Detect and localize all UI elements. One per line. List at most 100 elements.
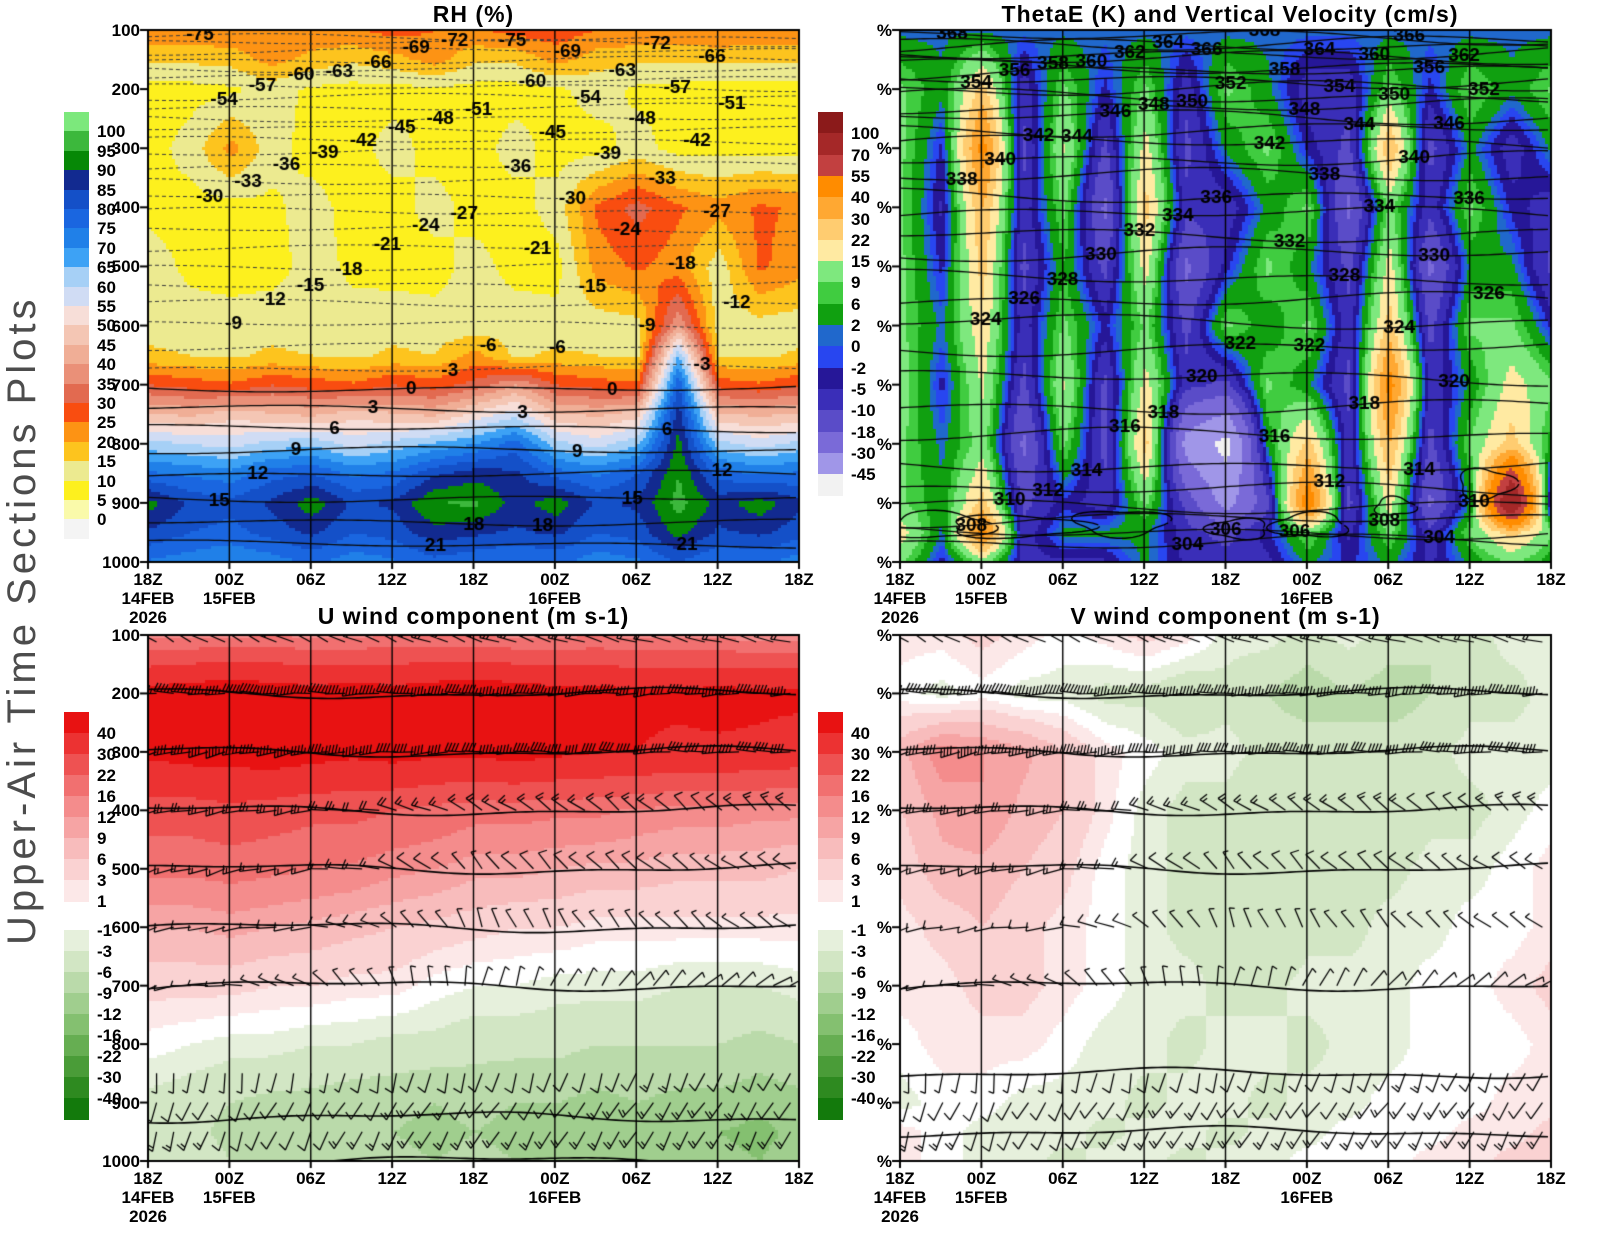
uwind-x-tick-label: 00Z — [540, 1169, 570, 1188]
thetae-colorbar-swatch — [818, 367, 843, 390]
uwind-plot-canvas — [134, 621, 813, 1175]
uwind-colorbar-swatch — [64, 880, 89, 902]
uwind-colorbar-label: -30 — [97, 1068, 122, 1087]
vwind-x-tick-label: 06Z — [1373, 1169, 1403, 1188]
vwind-colorbar-swatch — [818, 993, 843, 1015]
thetae-colorbar-swatch — [818, 218, 843, 241]
rh-colorbar-label: 65 — [97, 258, 116, 278]
uwind-colorbar-label: -3 — [97, 942, 113, 961]
thetae-colorbar-swatch — [818, 388, 843, 411]
thetae-colorbar-label: 70 — [851, 145, 870, 165]
vwind-colorbar-swatch — [818, 1035, 843, 1057]
thetae-colorbar-swatch — [818, 239, 843, 262]
vwind-x-tick-label: 18Z — [1210, 1169, 1241, 1188]
uwind-y-tick-label: 300 — [111, 742, 140, 762]
thetae-colorbar-label: 40 — [851, 188, 870, 208]
vwind-y-tick-label: % — [876, 1152, 892, 1171]
uwind-y-tick-label: 800 — [111, 1035, 140, 1055]
vwind-colorbar-swatch — [818, 754, 843, 776]
rh-colorbar-label: 60 — [97, 277, 116, 297]
vwind-y-tick-label: % — [876, 859, 892, 879]
rh-colorbar-label: 80 — [97, 200, 116, 219]
thetae-colorbar-label: -10 — [851, 401, 876, 421]
thetae-colorbar-label: 55 — [851, 166, 870, 186]
rh-colorbar-label: 95 — [97, 141, 116, 161]
thetae-y-tick-label: % — [876, 21, 892, 40]
vwind-colorbar-swatch — [818, 712, 843, 734]
thetae-y-tick-label: % — [876, 434, 892, 454]
vwind-y-tick-label: % — [876, 742, 892, 762]
vwind-x-tick-label: 00Z — [1292, 1169, 1322, 1188]
rh-colorbar-swatch — [64, 519, 89, 540]
rh-colorbar-label: 40 — [97, 355, 116, 375]
rh-y-tick-label: 900 — [111, 493, 140, 513]
uwind-colorbar-label: -40 — [97, 1089, 122, 1108]
thetae-colorbar-swatch — [818, 261, 843, 283]
rh-colorbar-swatch — [64, 422, 89, 443]
rh-y-tick-label: 600 — [111, 316, 140, 336]
thetae-x-tick-label: 12Z — [1454, 570, 1485, 589]
thetae-x-tick-label: 00Z — [966, 570, 997, 589]
uwind-colorbar-label: -1 — [97, 921, 113, 940]
thetae-x-tick-label: 06Z — [1373, 570, 1403, 589]
vwind-colorbar-swatch — [818, 1056, 843, 1078]
rh-colorbar-swatch — [64, 441, 89, 462]
thetae-colorbar-label: -5 — [851, 379, 867, 399]
rh-colorbar-label: 0 — [97, 510, 107, 530]
uwind-x-date-label: 16FEB — [528, 1188, 582, 1207]
vwind-y-tick-label: % — [876, 626, 892, 645]
rh-plot-canvas — [134, 16, 813, 576]
vwind-colorbar-swatch — [818, 817, 843, 839]
vwind-colorbar-label: -9 — [851, 984, 867, 1003]
thetae-colorbar-label: 2 — [851, 316, 861, 335]
uwind-colorbar-swatch — [64, 796, 89, 818]
rh-colorbar-swatch — [64, 344, 89, 365]
uwind-x-tick-label: 06Z — [296, 1169, 326, 1188]
rh-colorbar-swatch — [64, 286, 89, 307]
uwind-colorbar-label: -22 — [97, 1047, 122, 1066]
rh-colorbar-label: 10 — [97, 471, 116, 491]
vwind-colorbar-swatch — [818, 838, 843, 860]
thetae-x-date-label: 2026 — [881, 608, 919, 627]
vwind-colorbar-label: -1 — [851, 921, 867, 940]
thetae-colorbar-label: 0 — [851, 337, 861, 357]
uwind-colorbar-label: -9 — [97, 984, 113, 1003]
thetae-x-tick-label: 12Z — [1129, 570, 1159, 589]
thetae-x-tick-label: 18Z — [885, 570, 915, 589]
rh-x-date-label: 2026 — [129, 608, 167, 627]
uwind-colorbar-label: 9 — [97, 829, 107, 848]
uwind-colorbar-swatch — [64, 1014, 89, 1036]
thetae-colorbar-label: 22 — [851, 230, 870, 250]
thetae-colorbar-label: -30 — [851, 443, 876, 463]
vwind-plot-canvas — [886, 621, 1565, 1175]
vwind-y-tick-label: % — [876, 976, 892, 996]
thetae-colorbar-swatch — [818, 282, 843, 305]
vwind-colorbar-label: -3 — [851, 942, 867, 961]
uwind-colorbar-swatch — [64, 1098, 89, 1120]
rh-colorbar-label: 20 — [97, 432, 116, 452]
vwind-colorbar-label: -16 — [851, 1026, 876, 1045]
thetae-colorbar-swatch — [818, 133, 843, 156]
rh-x-tick-label: 06Z — [621, 570, 651, 589]
thetae-y-tick-label: % — [876, 316, 892, 336]
thetae-colorbar-label: -2 — [851, 358, 867, 378]
vwind-colorbar-swatch — [818, 733, 843, 755]
thetae-colorbar-swatch — [818, 474, 843, 496]
thetae-colorbar-label: -18 — [851, 422, 876, 442]
rh-x-tick-label: 00Z — [214, 570, 245, 589]
uwind-colorbar-label: 1 — [97, 892, 107, 911]
uwind-colorbar-swatch — [64, 838, 89, 860]
vwind-x-tick-label: 12Z — [1129, 1169, 1159, 1188]
rh-colorbar-label: 45 — [97, 335, 116, 355]
vwind-x-tick-label: 18Z — [885, 1169, 915, 1188]
thetae-colorbar-label: 30 — [851, 209, 870, 229]
thetae-x-tick-label: 18Z — [1536, 570, 1566, 589]
uwind-x-tick-label: 12Z — [377, 1169, 407, 1188]
uwind-y-tick-label: 100 — [111, 626, 140, 645]
vwind-x-date-label: 16FEB — [1280, 1188, 1334, 1207]
uwind-colorbar-swatch — [64, 712, 89, 734]
rh-colorbar-swatch — [64, 325, 89, 346]
thetae-y-tick-label: % — [876, 257, 892, 277]
vwind-colorbar-label: -40 — [851, 1089, 876, 1108]
